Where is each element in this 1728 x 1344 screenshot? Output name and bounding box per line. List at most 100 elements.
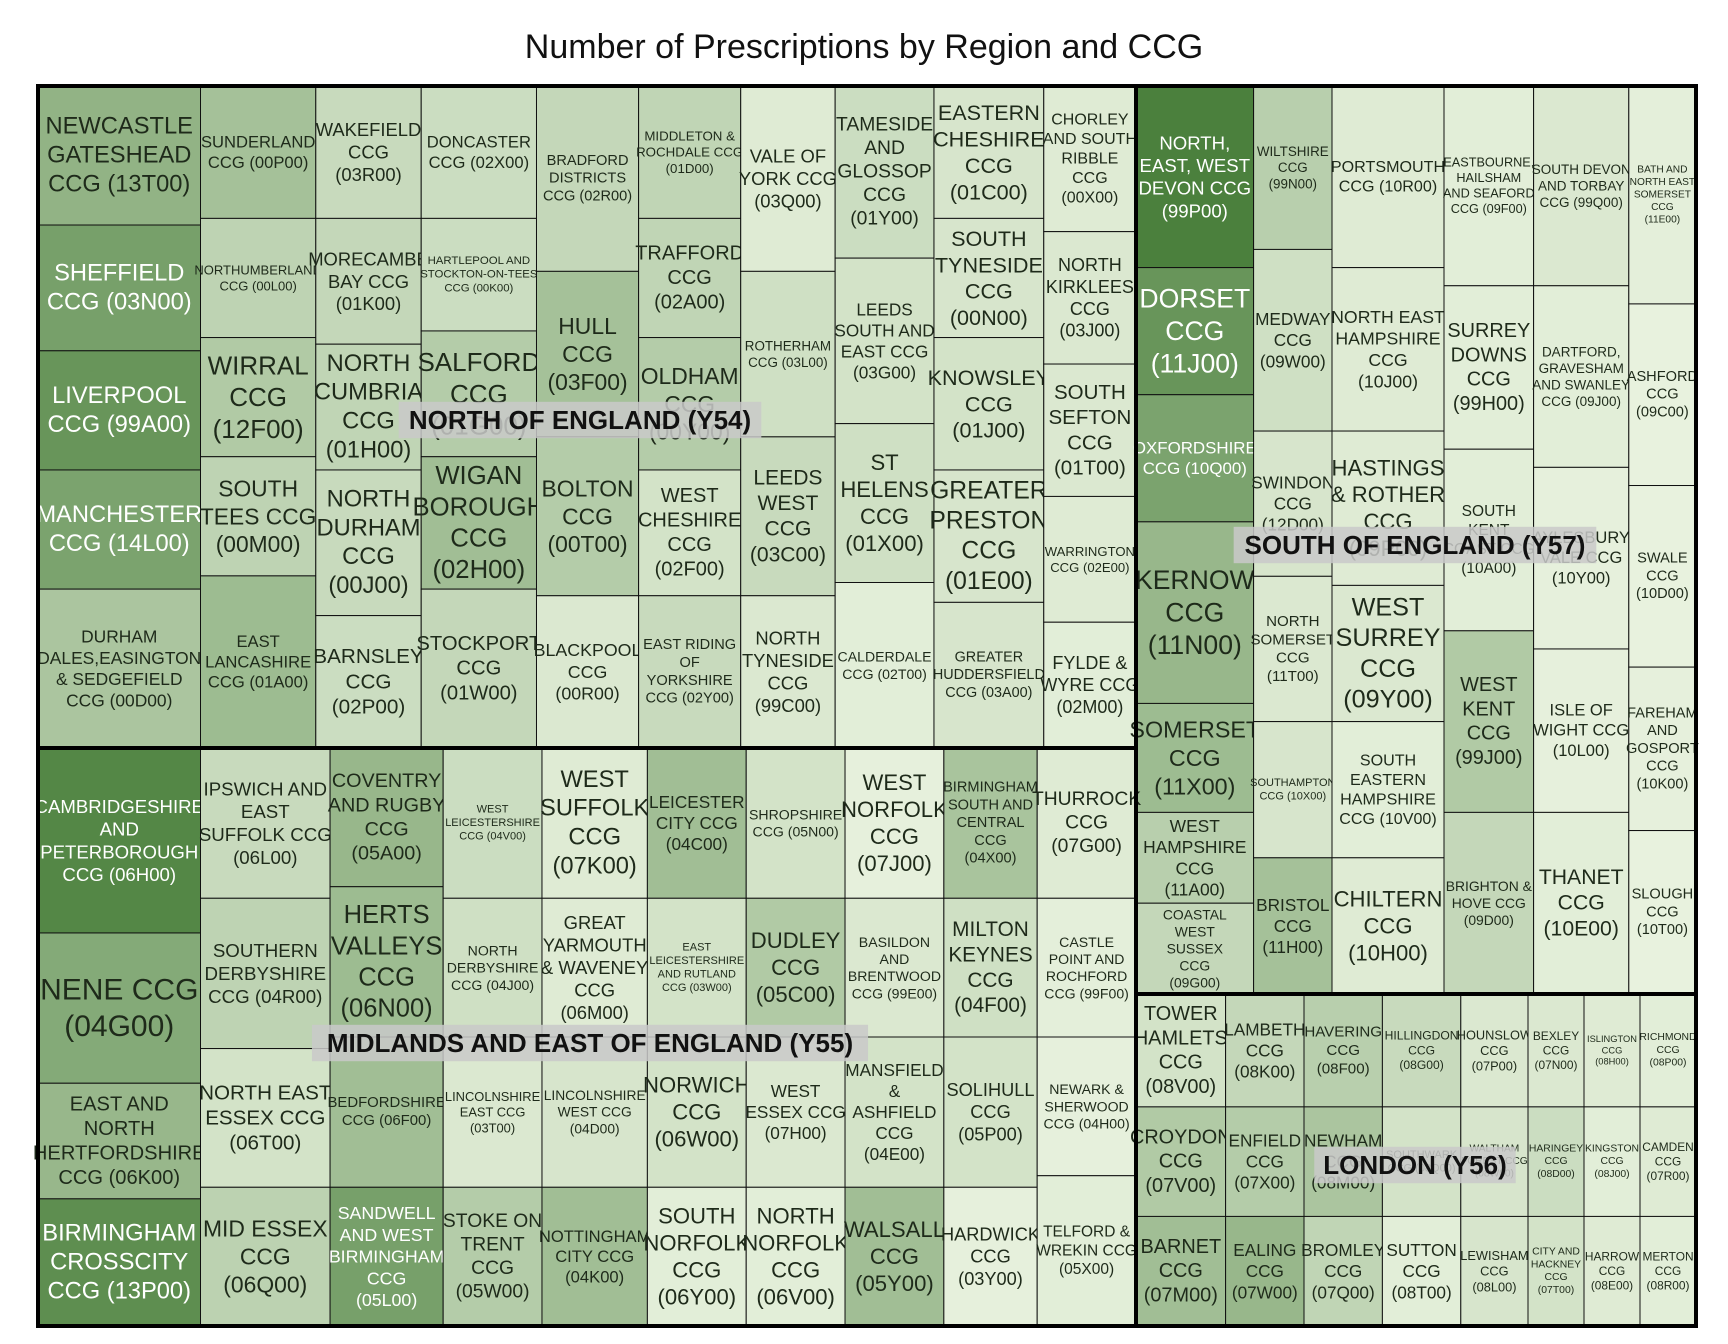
tile-label: (08G00) bbox=[1399, 1058, 1443, 1072]
tile-label: CCG bbox=[1276, 650, 1310, 667]
tile-label: (01E00) bbox=[945, 568, 1033, 595]
tile-label: (05A00) bbox=[351, 843, 421, 865]
ccg-tile bbox=[37, 350, 202, 471]
tile-label: DOWNS bbox=[1451, 344, 1527, 366]
tile-label: SOUTH bbox=[1360, 751, 1416, 769]
tile-label: CCG bbox=[1067, 431, 1113, 454]
tile-label: CCG bbox=[667, 267, 711, 289]
tile-label: HAILSHAM bbox=[1456, 171, 1521, 185]
tile-label: (04D00) bbox=[570, 1121, 620, 1136]
tile-label: CCG bbox=[342, 544, 395, 570]
tile-label: (02A00) bbox=[654, 291, 725, 313]
ccg-tile bbox=[420, 217, 537, 332]
tile-label: AND bbox=[864, 138, 905, 159]
tile-label: (08R00) bbox=[1647, 1279, 1690, 1293]
tile-label: DALES,EASINGTON bbox=[37, 648, 201, 668]
tile-label: CCG bbox=[456, 658, 501, 680]
region-label-background bbox=[1314, 1146, 1516, 1184]
tile-label: (11E00) bbox=[1645, 214, 1681, 225]
tile-label: (01D00) bbox=[666, 161, 714, 176]
tile-label: DUDLEY bbox=[751, 928, 841, 953]
ccg-tile bbox=[1331, 267, 1445, 432]
ccg-tile bbox=[37, 588, 202, 749]
ccg-tile bbox=[943, 897, 1038, 1038]
tile-label: DEVON CCG bbox=[1138, 178, 1251, 199]
tile-label: MANCHESTER bbox=[36, 502, 202, 528]
tile-label: BROMLEY bbox=[1301, 1240, 1386, 1260]
tile-label: LEICESTER bbox=[649, 792, 745, 812]
ccg-tile bbox=[1135, 394, 1255, 523]
tile-label: CCG bbox=[450, 525, 507, 553]
ccg-tile bbox=[1253, 575, 1333, 723]
tile-label: CROYDON bbox=[1130, 1126, 1232, 1148]
tile-label: CHESHIRE bbox=[933, 127, 1045, 152]
tile-label: (08H00) bbox=[1595, 1057, 1629, 1067]
ccg-tile bbox=[1253, 248, 1333, 432]
tile-label: HAVERING bbox=[1304, 1024, 1382, 1041]
tile-label: NORTH bbox=[755, 628, 820, 649]
ccg-tile bbox=[315, 85, 422, 219]
tile-label: (07M00) bbox=[1144, 1285, 1218, 1307]
ccg-tile bbox=[646, 1186, 747, 1327]
tile-label: STOCKTON-ON-TEES bbox=[420, 269, 538, 281]
tile-label: EASTERN bbox=[1350, 771, 1426, 789]
chart-title: Number of Prescriptions by Region and CC… bbox=[524, 28, 1204, 66]
tile-label: BIRMINGHAM bbox=[42, 1220, 196, 1246]
tile-label: SUFFOLK bbox=[540, 796, 649, 822]
tile-label: (99H00) bbox=[1453, 393, 1525, 415]
tile-label: SOUTHERN bbox=[213, 940, 318, 961]
tile-label: CCG bbox=[1175, 858, 1214, 878]
tile-label: CASTLE bbox=[1059, 934, 1114, 950]
tile-label: BIRMINGHAM bbox=[943, 780, 1038, 796]
tile-label: (02F00) bbox=[655, 558, 725, 580]
tile-label: (08T00) bbox=[1392, 1282, 1452, 1302]
tile-label: WYRE CCG bbox=[1040, 675, 1139, 695]
tile-label: LIVERPOOL bbox=[52, 383, 186, 409]
tile-label: (03G00) bbox=[853, 362, 916, 382]
tile-label: WIGAN bbox=[435, 462, 522, 490]
tile-label: CCG bbox=[967, 969, 1013, 992]
tile-label: HAMPSHIRE bbox=[1335, 329, 1440, 349]
tile-label: (03C00) bbox=[750, 543, 826, 566]
tile-label: (07K00) bbox=[553, 853, 637, 879]
tile-label: WILTSHIRE bbox=[1257, 144, 1329, 159]
ccg-tile bbox=[1628, 666, 1697, 832]
ccg-tile bbox=[1253, 721, 1333, 859]
tile-label: HARDWICK bbox=[941, 1224, 1040, 1244]
ccg-tile bbox=[1253, 857, 1333, 995]
tile-label: LEEDS bbox=[856, 299, 912, 319]
tile-label: EAST bbox=[241, 801, 290, 822]
ccg-tile bbox=[535, 595, 640, 749]
tile-label: (01Y00) bbox=[850, 209, 919, 230]
tile-label: (04E00) bbox=[864, 1144, 925, 1164]
tile-label: (10D00) bbox=[1636, 586, 1689, 602]
tile-label: (06L00) bbox=[233, 847, 297, 868]
tile-label: MIDDLETON & bbox=[644, 128, 735, 143]
ccg-tile bbox=[200, 1048, 331, 1188]
tile-label: MANSFIELD bbox=[845, 1060, 943, 1080]
tile-label: & WAVENEY bbox=[541, 957, 648, 978]
tile-label: AND bbox=[1647, 723, 1678, 739]
tile-label: (01J00) bbox=[952, 418, 1025, 443]
tile-label: (08D00) bbox=[1537, 1169, 1575, 1180]
ccg-tile bbox=[420, 456, 537, 590]
ccg-tile bbox=[37, 1198, 202, 1327]
tile-label: NORTH bbox=[1266, 613, 1319, 630]
tile-label: NORTH EAST bbox=[1630, 177, 1695, 188]
tile-label: CCG (02T00) bbox=[842, 666, 927, 682]
tile-label: WARRINGTON bbox=[1045, 544, 1135, 559]
ccg-tile bbox=[1533, 648, 1630, 813]
ccg-tile bbox=[1628, 485, 1697, 668]
tile-label: CCG bbox=[1655, 1155, 1681, 1169]
tile-label: WEST bbox=[1170, 816, 1221, 836]
tile-label: LAMBETH bbox=[1224, 1019, 1305, 1039]
tile-label: BEDFORDSHIRE bbox=[327, 1095, 445, 1111]
tile-label: LEICESTERSHIRE bbox=[649, 955, 744, 967]
tile-label: CITY AND bbox=[1532, 1247, 1580, 1258]
tile-label: (02H00) bbox=[432, 556, 525, 584]
tile-label: CCG bbox=[1324, 1261, 1362, 1281]
tile-label: TELFORD & bbox=[1043, 1223, 1131, 1240]
tile-label: CAMDEN bbox=[1642, 1140, 1694, 1154]
tile-label: EASTBOURNE, bbox=[1443, 156, 1534, 170]
